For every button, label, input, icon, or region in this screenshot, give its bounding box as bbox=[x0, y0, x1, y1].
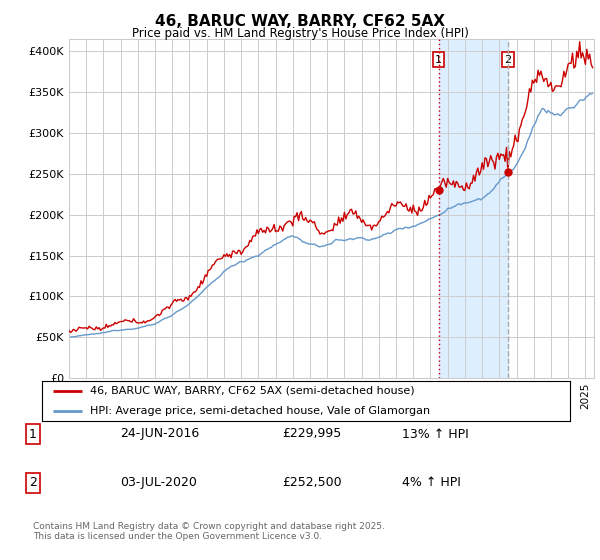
Text: £229,995: £229,995 bbox=[282, 427, 341, 441]
Text: 13% ↑ HPI: 13% ↑ HPI bbox=[402, 427, 469, 441]
Text: Price paid vs. HM Land Registry's House Price Index (HPI): Price paid vs. HM Land Registry's House … bbox=[131, 27, 469, 40]
Text: 4% ↑ HPI: 4% ↑ HPI bbox=[402, 476, 461, 489]
Text: 46, BARUC WAY, BARRY, CF62 5AX: 46, BARUC WAY, BARRY, CF62 5AX bbox=[155, 14, 445, 29]
Text: £252,500: £252,500 bbox=[282, 476, 341, 489]
Text: HPI: Average price, semi-detached house, Vale of Glamorgan: HPI: Average price, semi-detached house,… bbox=[89, 406, 430, 416]
Text: 46, BARUC WAY, BARRY, CF62 5AX (semi-detached house): 46, BARUC WAY, BARRY, CF62 5AX (semi-det… bbox=[89, 386, 414, 396]
Text: 2: 2 bbox=[29, 476, 37, 489]
Text: 03-JUL-2020: 03-JUL-2020 bbox=[120, 476, 197, 489]
Text: 1: 1 bbox=[29, 427, 37, 441]
Text: 1: 1 bbox=[435, 55, 442, 64]
Text: Contains HM Land Registry data © Crown copyright and database right 2025.
This d: Contains HM Land Registry data © Crown c… bbox=[33, 522, 385, 542]
Text: 24-JUN-2016: 24-JUN-2016 bbox=[120, 427, 199, 441]
Bar bbox=[439, 39, 508, 378]
Text: 2: 2 bbox=[505, 55, 512, 64]
